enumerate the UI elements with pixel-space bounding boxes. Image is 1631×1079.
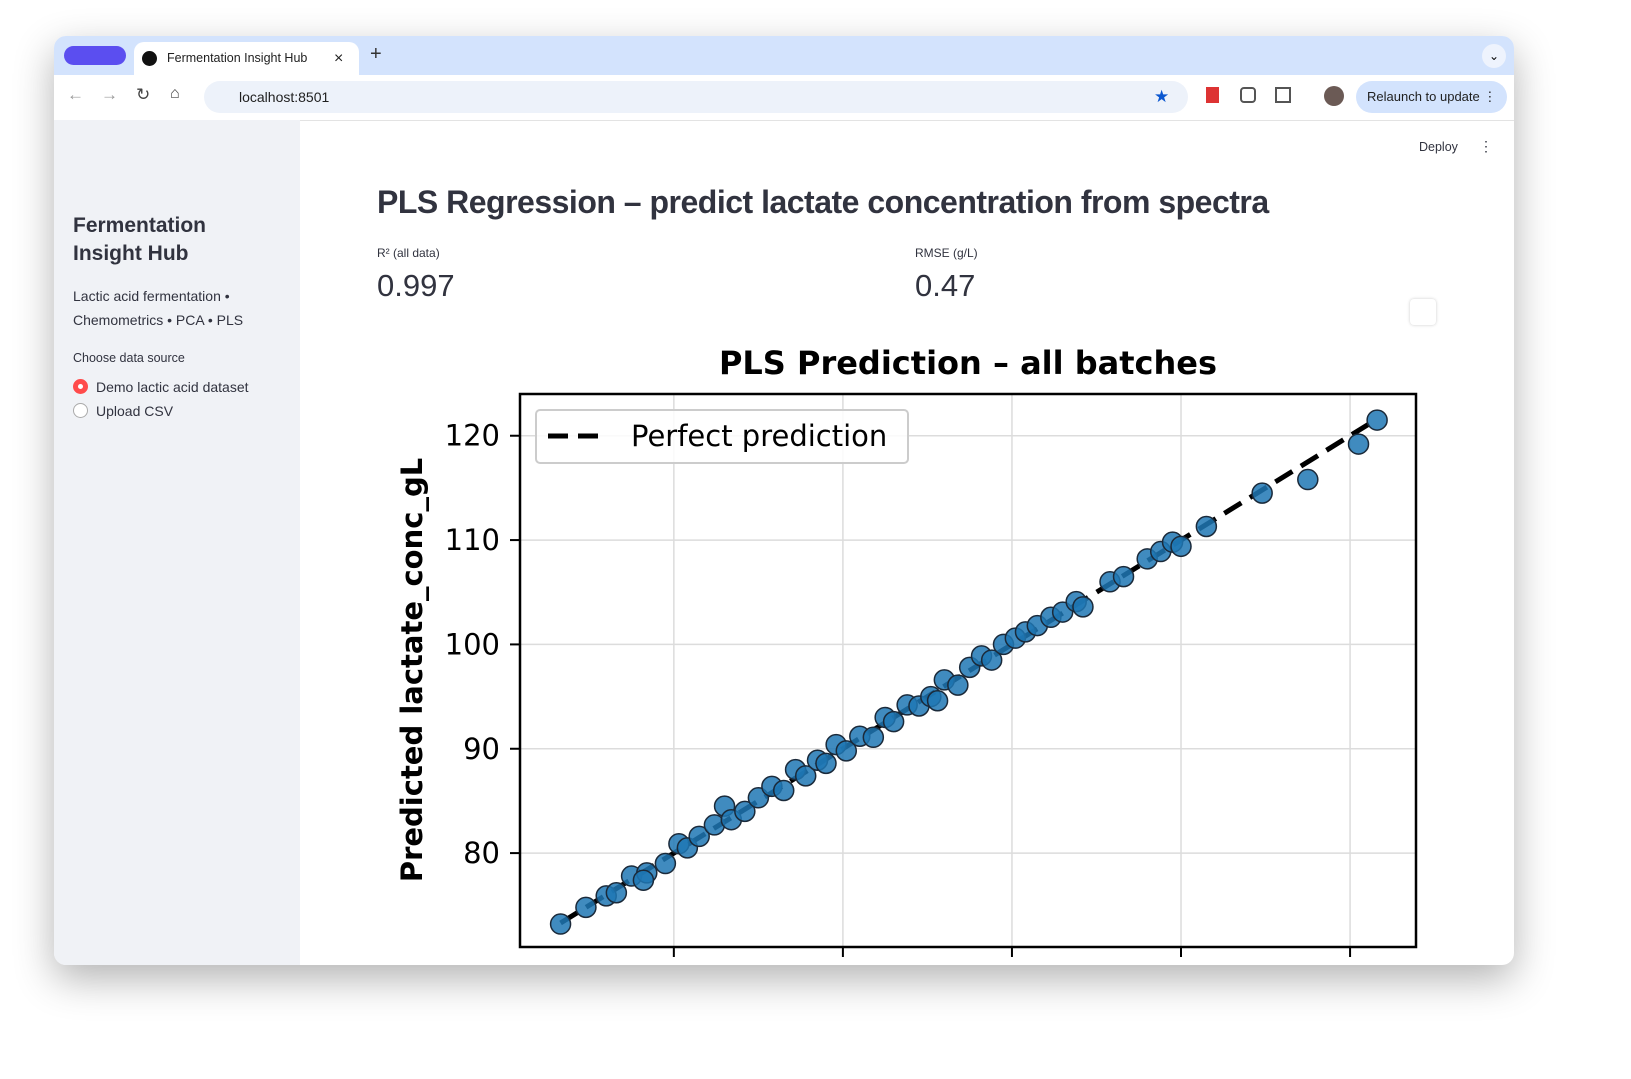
y-tick-label: 90 xyxy=(463,732,500,766)
point xyxy=(1170,535,1192,558)
radio-option[interactable]: Demo lactic acid dataset xyxy=(96,379,249,395)
radio-label: Choose data source xyxy=(73,351,185,365)
legend-label: Perfect prediction xyxy=(631,419,887,453)
sidebar: Fermentation Insight Hub Lactic acid fer… xyxy=(54,120,300,965)
radio-selected[interactable] xyxy=(73,379,88,394)
radio-unselected[interactable] xyxy=(73,403,88,418)
chart-title: PLS Prediction – all batches xyxy=(719,344,1217,382)
y-tick-label: 80 xyxy=(463,836,500,870)
point xyxy=(815,752,837,775)
chart: PLS Prediction – all batches Predicted la… xyxy=(395,344,1418,957)
y-tick-label: 110 xyxy=(445,523,500,557)
close-tab[interactable]: × xyxy=(334,50,344,67)
new-tab[interactable]: + xyxy=(370,43,382,65)
metric-value: 0.997 xyxy=(377,268,455,303)
profile-pill[interactable] xyxy=(64,46,126,65)
tab-bar: Fermentation Insight Hub × + ⌄ xyxy=(54,36,1514,75)
menu[interactable]: ⋮ xyxy=(1479,138,1493,154)
toolbar: ← → ↻ ⌂ localhost:8501 ★ Relaunch to upd… xyxy=(54,75,1514,121)
radio-option[interactable]: Upload CSV xyxy=(96,403,174,419)
extensions[interactable] xyxy=(1275,87,1291,103)
fullscreen-button[interactable] xyxy=(1410,299,1436,325)
point xyxy=(1195,515,1218,538)
deploy-button[interactable]: Deploy xyxy=(1419,140,1458,154)
metric-label: R² (all data) xyxy=(377,246,440,260)
forward[interactable]: → xyxy=(101,85,118,104)
y-axis-label: Predicted lactate_conc_gL xyxy=(395,458,429,882)
point xyxy=(1366,409,1388,431)
point xyxy=(1072,596,1094,618)
point xyxy=(1297,468,1319,491)
sidebar-caption: Lactic acid fermentation • Chemometrics … xyxy=(73,288,244,328)
point xyxy=(549,913,572,935)
sidebar-title: Fermentation Insight Hub xyxy=(73,214,207,265)
extension[interactable] xyxy=(1240,87,1256,103)
back[interactable]: ← xyxy=(67,85,84,104)
point xyxy=(1347,433,1370,455)
point xyxy=(947,674,969,696)
point xyxy=(835,740,858,762)
point xyxy=(980,649,1003,671)
point xyxy=(862,726,885,749)
tab-title: Fermentation Insight Hub xyxy=(167,51,308,65)
point xyxy=(654,852,677,875)
metric-value: 0.47 xyxy=(915,268,976,303)
point xyxy=(926,690,949,712)
point xyxy=(605,881,628,904)
extension[interactable] xyxy=(1206,87,1219,103)
reload[interactable]: ↻ xyxy=(136,85,151,104)
point xyxy=(734,800,756,823)
address-bar[interactable]: localhost:8501 ★ xyxy=(204,81,1188,113)
home[interactable]: ⌂ xyxy=(170,85,180,102)
plot-frame xyxy=(518,392,1418,949)
bookmark[interactable]: ★ xyxy=(1154,87,1170,106)
point xyxy=(1251,482,1273,504)
relaunch-label: Relaunch to update xyxy=(1367,89,1480,104)
point xyxy=(1112,565,1135,588)
page-heading: PLS Regression – predict lactate concent… xyxy=(377,184,1269,220)
legend-box xyxy=(535,409,909,464)
point xyxy=(575,896,597,919)
tab[interactable]: Fermentation Insight Hub × xyxy=(134,42,359,75)
point xyxy=(772,779,795,802)
y-tick-label: 100 xyxy=(445,627,500,661)
favicon xyxy=(142,51,157,66)
metric-label: RMSE (g/L) xyxy=(915,246,978,260)
point xyxy=(794,765,817,787)
point xyxy=(882,710,905,733)
browser-window: Fermentation Insight Hub × + ⌄ ← → ↻ ⌂ l… xyxy=(54,36,1514,965)
point xyxy=(632,869,655,891)
url: localhost:8501 xyxy=(239,89,330,105)
avatar[interactable] xyxy=(1324,86,1344,106)
y-tick-label: 120 xyxy=(445,419,500,453)
point xyxy=(688,825,710,848)
tab-search[interactable]: ⌄ xyxy=(1482,44,1506,68)
relaunch-button[interactable]: Relaunch to update ⋮ xyxy=(1356,81,1507,113)
